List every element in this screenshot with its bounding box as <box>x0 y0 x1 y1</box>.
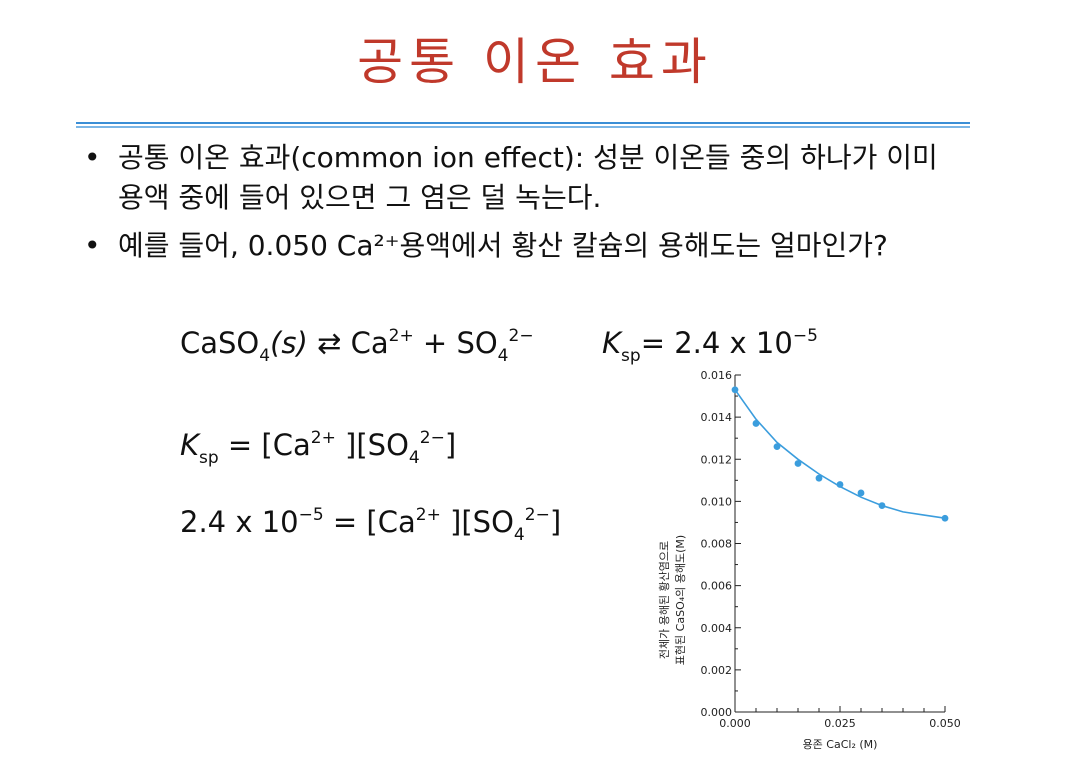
bullet-marker: • <box>84 229 101 262</box>
bullet-text: 공통 이온 효과(common ion effect): 성분 이온들 중의 하… <box>118 141 938 214</box>
bullet-text: 예를 들어, 0.050 Ca²⁺용액에서 황산 칼슘의 용해도는 얼마인가? <box>118 229 888 262</box>
data-point <box>773 443 781 451</box>
data-point <box>731 386 739 394</box>
data-point <box>878 502 886 509</box>
y-axis-label-line2: 표현된 CaSO₄의 용해도(M) <box>673 535 687 665</box>
ksp-value: Ksp= 2.4 x 10−5 <box>602 326 818 366</box>
y-tick-label: 0.006 <box>701 580 733 593</box>
data-point <box>857 489 865 497</box>
dissolution-equation: CaSO4(s) ⇄ Ca2+ + SO42− <box>180 326 534 366</box>
ksp-expression: Ksp = [Ca2+ ][SO42−] <box>180 428 457 468</box>
y-tick-label: 0.010 <box>701 495 733 508</box>
y-axis-label-line1: 전체가 용해된 황산염으로 <box>657 541 671 659</box>
solubility-chart: 0.000 0.002 0.004 0.006 0.008 0.010 0.012 0.014… <box>657 369 961 751</box>
data-point <box>941 514 949 522</box>
y-tick-label: 0.016 <box>701 369 733 382</box>
x-tick-label: 0.000 <box>719 717 751 730</box>
equilibrium-arrow: ⇄ <box>317 326 342 360</box>
data-point <box>815 474 823 482</box>
data-point <box>836 481 844 488</box>
y-tick-label: 0.004 <box>701 622 733 635</box>
y-tick-label: 0.000 <box>701 706 733 719</box>
y-tick-label: 0.002 <box>701 664 733 677</box>
y-tick-label: 0.008 <box>701 538 733 551</box>
numeric-equation: 2.4 x 10−5 = [Ca2+ ][SO42−] <box>180 505 562 545</box>
x-tick-label: 0.025 <box>824 717 856 730</box>
bullet-marker: • <box>84 141 101 174</box>
solubility-curve <box>734 389 946 519</box>
slide-title: 공통 이온 효과 <box>357 33 713 91</box>
data-point <box>794 460 802 467</box>
y-tick-label: 0.014 <box>701 411 733 424</box>
title-divider <box>76 122 970 128</box>
y-tick-label: 0.012 <box>701 453 733 466</box>
data-point <box>752 420 760 427</box>
x-tick-label: 0.050 <box>929 717 961 730</box>
x-axis-label: 용존 CaCl₂ (M) <box>803 738 878 751</box>
